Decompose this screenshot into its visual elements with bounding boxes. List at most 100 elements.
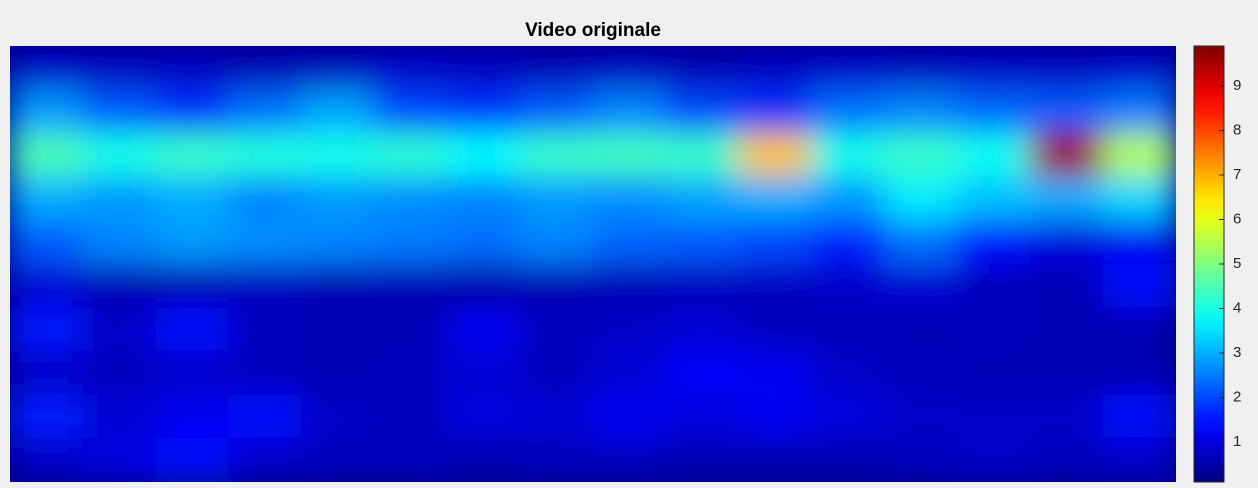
image-cell (82, 351, 156, 396)
page: Video originale 123456789 (() => { const… (0, 0, 1258, 488)
image-cell (1103, 394, 1177, 439)
image-cell (520, 438, 594, 483)
image-cell (228, 46, 302, 91)
image-cell (447, 133, 521, 178)
image-cell (155, 176, 229, 221)
image-cell (520, 89, 594, 134)
image-cell (374, 307, 448, 352)
image-cell (1030, 46, 1104, 91)
image-cell (665, 176, 739, 221)
image-cell (1103, 46, 1177, 91)
image-cell (593, 220, 667, 265)
colorbar-tick-label: 8 (1233, 121, 1241, 138)
image-cell (593, 176, 667, 221)
image-cell (1103, 307, 1177, 352)
image-cell (811, 133, 885, 178)
image-cell (738, 264, 812, 309)
image-cell (593, 264, 667, 309)
image-cell (228, 351, 302, 396)
image-cell (884, 133, 958, 178)
image-cell (374, 89, 448, 134)
image-cell (1030, 307, 1104, 352)
image-cell (884, 176, 958, 221)
image-cell (301, 133, 375, 178)
image-cell (10, 307, 84, 352)
image-cell (82, 307, 156, 352)
image-cell (957, 46, 1031, 91)
image-cell (520, 176, 594, 221)
image-cell (10, 220, 84, 265)
image-cell (10, 438, 84, 483)
image-cell (884, 351, 958, 396)
image-cell (1103, 220, 1177, 265)
image-cell (374, 220, 448, 265)
image-cell (82, 89, 156, 134)
image-cell (811, 176, 885, 221)
image-cell (811, 89, 885, 134)
image-cell (10, 351, 84, 396)
image-cell (520, 46, 594, 91)
image-cell (665, 351, 739, 396)
image-cell (10, 394, 84, 439)
image-cells (10, 46, 1177, 483)
image-cell (738, 89, 812, 134)
image-cell (1030, 351, 1104, 396)
image-cell (155, 307, 229, 352)
image-cell (228, 133, 302, 178)
image-cell (374, 438, 448, 483)
image-cell (884, 89, 958, 134)
image-cell (738, 176, 812, 221)
image-cell (155, 438, 229, 483)
image-cell (593, 351, 667, 396)
image-cell (1103, 89, 1177, 134)
image-cell (1103, 176, 1177, 221)
image-cell (738, 133, 812, 178)
image-cell (10, 264, 84, 309)
colorbar-tick-label: 6 (1233, 210, 1241, 227)
image-cell (301, 394, 375, 439)
image-cell (447, 264, 521, 309)
image-cell (155, 89, 229, 134)
image-cell (82, 46, 156, 91)
image-cell (884, 264, 958, 309)
colorbar-tick-label: 2 (1233, 388, 1241, 405)
image-cell (228, 89, 302, 134)
image-cell (593, 46, 667, 91)
image-cell (665, 264, 739, 309)
image-cell (82, 220, 156, 265)
image-cell (301, 220, 375, 265)
image-cell (593, 394, 667, 439)
image-cell (374, 133, 448, 178)
colorbar-tick-label: 4 (1233, 299, 1241, 316)
image-cell (665, 220, 739, 265)
image-cell (301, 351, 375, 396)
image-cell (10, 133, 84, 178)
image-cell (811, 394, 885, 439)
image-cell (447, 220, 521, 265)
image-cell (957, 220, 1031, 265)
image-cell (738, 307, 812, 352)
image-cell (593, 438, 667, 483)
colorbar-tick-label: 1 (1233, 433, 1241, 450)
image-cell (447, 351, 521, 396)
image-cell (228, 394, 302, 439)
image-cell (884, 307, 958, 352)
image-cell (155, 133, 229, 178)
image-cell (1030, 133, 1104, 178)
image-cell (593, 307, 667, 352)
image-cell (374, 46, 448, 91)
image-cell (447, 46, 521, 91)
image-cell (1030, 89, 1104, 134)
image-cell (447, 89, 521, 134)
image-cell (301, 176, 375, 221)
image-cell (738, 351, 812, 396)
colorbar-tick-label: 9 (1233, 77, 1241, 94)
image-cell (1030, 176, 1104, 221)
image-cell (957, 351, 1031, 396)
image-cell (82, 264, 156, 309)
image-cell (447, 438, 521, 483)
image-cell (665, 438, 739, 483)
image-cell (811, 351, 885, 396)
image-cell (155, 351, 229, 396)
image-cell (1030, 438, 1104, 483)
